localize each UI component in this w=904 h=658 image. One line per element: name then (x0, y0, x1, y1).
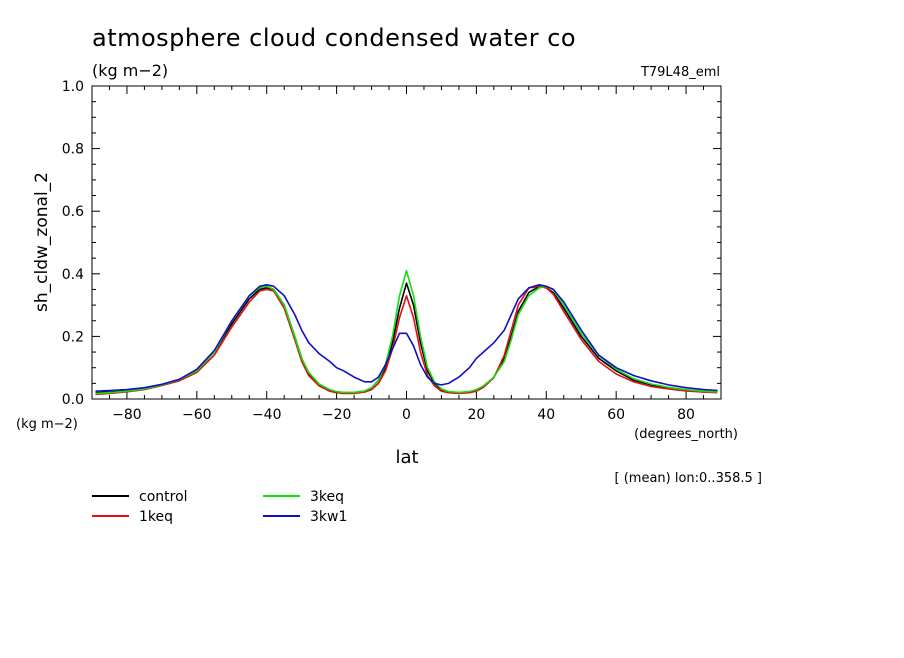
y-tick-label: 0.2 (62, 329, 84, 345)
y-tick-label: 0.0 (62, 392, 84, 408)
x-tick-label: 40 (537, 407, 555, 423)
x-tick-label: −40 (252, 407, 282, 423)
x-tick-label: −20 (322, 407, 352, 423)
plot-frame (91, 85, 722, 400)
experiment-label: T79L48_eml (640, 65, 720, 80)
x-tick-label: −80 (112, 407, 142, 423)
x-axis: −80 −60 −40 −20 0 20 40 60 80 (91, 86, 722, 423)
y-tick-label: 1.0 (62, 79, 84, 95)
y-tick-label: 0.8 (62, 142, 84, 158)
chart-title: atmosphere cloud condensed water co (92, 24, 576, 52)
series-lines (95, 269, 718, 396)
x-axis-units: (degrees_north) (634, 427, 738, 442)
x-tick-label: 0 (402, 407, 411, 423)
y-tick-label: 0.6 (62, 204, 84, 220)
mean-note: [ (mean) lon:0..358.5 ] (615, 471, 763, 486)
legend-label-control: control (139, 489, 188, 505)
y-axis-units: (kg m−2) (16, 417, 78, 432)
legend: control 1keq 3keq 3kw1 (92, 489, 347, 525)
x-tick-label: 20 (467, 407, 485, 423)
y-axis: 0.0 0.2 0.4 0.6 0.8 1.0 (62, 79, 721, 408)
y-axis-label: sh_cldw_zonal_2 (32, 172, 52, 312)
legend-label-3keq: 3keq (310, 489, 344, 505)
x-tick-label: 80 (677, 407, 695, 423)
x-axis-label: lat (395, 447, 418, 468)
y-tick-label: 0.4 (62, 267, 84, 283)
x-tick-label: −60 (182, 407, 212, 423)
chart-units-label: (kg m−2) (92, 61, 168, 80)
series-line-control (95, 282, 718, 394)
x-tick-label: 60 (607, 407, 625, 423)
legend-label-3kw1: 3kw1 (310, 509, 347, 525)
legend-label-1keq: 1keq (139, 509, 173, 525)
series-line-3kw1 (95, 283, 718, 392)
series-line-1keq (95, 285, 718, 396)
